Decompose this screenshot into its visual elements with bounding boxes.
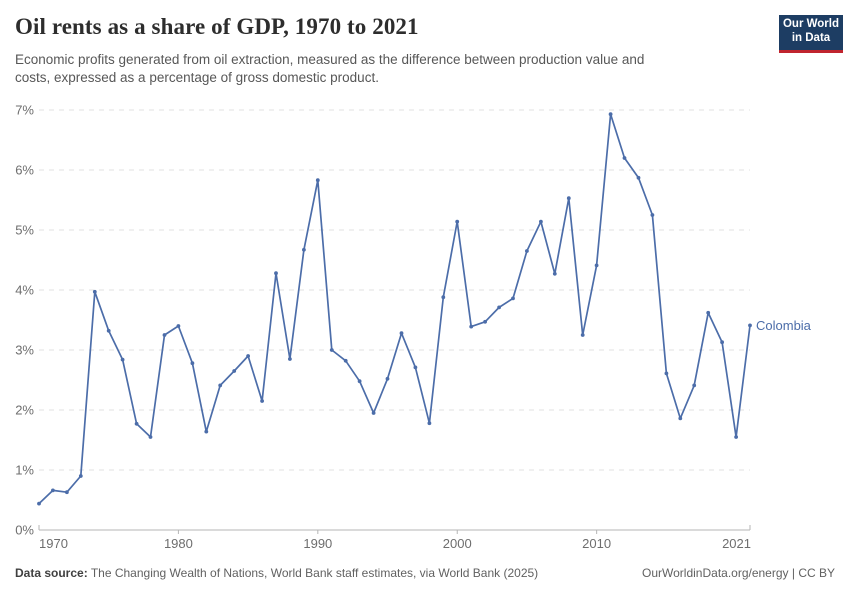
- data-point: [441, 295, 446, 300]
- chart-subtitle: Economic profits generated from oil extr…: [15, 51, 644, 87]
- data-point: [525, 249, 529, 253]
- data-point: [92, 289, 97, 294]
- data-point: [497, 305, 501, 310]
- line-chart: 0% 1% 2% 3% 4% 5% 6% 7% 1970 1980 1990 2000 2010 2021…: [15, 103, 812, 552]
- data-source-text: The Changing Wealth of Nations, World Ba…: [90, 566, 539, 580]
- data-point: [204, 429, 209, 434]
- data-point: [176, 324, 181, 328]
- data-source: Data source: The Changing Wealth of Nati…: [15, 566, 538, 580]
- data-point: [51, 488, 55, 493]
- chart-footer: Data source: The Changing Wealth of Nati…: [15, 566, 835, 580]
- data-point: [539, 219, 543, 224]
- data-point: [664, 371, 669, 376]
- y-tick-label: 5%: [15, 223, 34, 238]
- data-point: [706, 310, 711, 315]
- data-point: [413, 365, 418, 370]
- data-point: [288, 357, 292, 361]
- data-point: [469, 324, 474, 329]
- data-point: [190, 361, 195, 366]
- x-tick-label: 2021: [722, 536, 751, 551]
- y-tick-label: 6%: [15, 163, 34, 178]
- y-tick-label: 3%: [15, 343, 34, 358]
- data-point: [678, 416, 683, 421]
- series-label: Colombia: [756, 318, 812, 333]
- data-point: [106, 328, 111, 333]
- y-tick-label: 1%: [15, 463, 34, 478]
- data-point: [343, 358, 348, 363]
- data-point: [357, 379, 362, 384]
- data-point: [594, 263, 599, 268]
- data-point: [162, 333, 167, 337]
- data-point: [218, 383, 223, 388]
- y-tick-label: 0%: [15, 523, 34, 538]
- x-tick-label: 1970: [39, 536, 68, 551]
- data-point: [511, 296, 515, 301]
- data-point: [608, 112, 613, 117]
- data-point: [302, 247, 306, 252]
- footer-credit: OurWorldinData.org/energy | CC BY: [642, 566, 835, 580]
- data-point: [148, 435, 153, 439]
- data-point: [246, 354, 251, 358]
- data-point: [734, 435, 738, 439]
- data-point: [622, 156, 627, 160]
- subtitle-line-1: Economic profits generated from oil extr…: [15, 52, 645, 67]
- data-point: [385, 376, 390, 381]
- logo-line-2: in Data: [791, 31, 831, 44]
- data-point: [748, 323, 752, 328]
- data-point: [134, 421, 139, 426]
- data-point: [274, 271, 278, 276]
- data-point: [65, 490, 69, 495]
- data-point: [580, 333, 585, 337]
- data-point: [636, 175, 641, 180]
- subtitle-line-2: costs, expressed as a percentage of gros…: [15, 70, 379, 85]
- x-tick-label: 2010: [582, 536, 611, 551]
- data-point: [232, 369, 237, 373]
- data-point: [483, 319, 487, 324]
- data-point: [566, 196, 571, 201]
- y-tick-label: 4%: [15, 283, 34, 298]
- x-tick-label: 1980: [164, 536, 193, 551]
- y-tick-label: 7%: [15, 103, 34, 118]
- data-line: [38, 113, 751, 505]
- data-point: [399, 331, 404, 336]
- owid-logo: Our World in Data: [779, 15, 843, 53]
- data-point: [37, 501, 41, 506]
- x-tick-label: 2000: [443, 536, 472, 551]
- page-title: Oil rents as a share of GDP, 1970 to 202…: [15, 14, 419, 39]
- data-point: [329, 348, 334, 352]
- data-point: [78, 474, 83, 478]
- data-point: [650, 213, 655, 217]
- data-point: [371, 411, 376, 415]
- data-point: [455, 219, 460, 224]
- data-point: [315, 178, 320, 183]
- data-point: [120, 357, 125, 362]
- x-tick-label: 1990: [303, 536, 332, 551]
- data-point: [552, 271, 557, 276]
- data-point: [692, 383, 697, 388]
- logo-line-1: Our World: [782, 18, 839, 30]
- data-point: [427, 421, 432, 426]
- data-point: [720, 340, 724, 345]
- y-tick-label: 2%: [15, 403, 34, 418]
- data-source-label: Data source:: [15, 566, 88, 580]
- data-point: [260, 399, 264, 403]
